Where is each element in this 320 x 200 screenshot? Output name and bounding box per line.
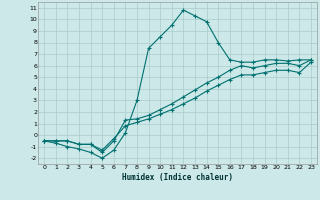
X-axis label: Humidex (Indice chaleur): Humidex (Indice chaleur) — [122, 173, 233, 182]
